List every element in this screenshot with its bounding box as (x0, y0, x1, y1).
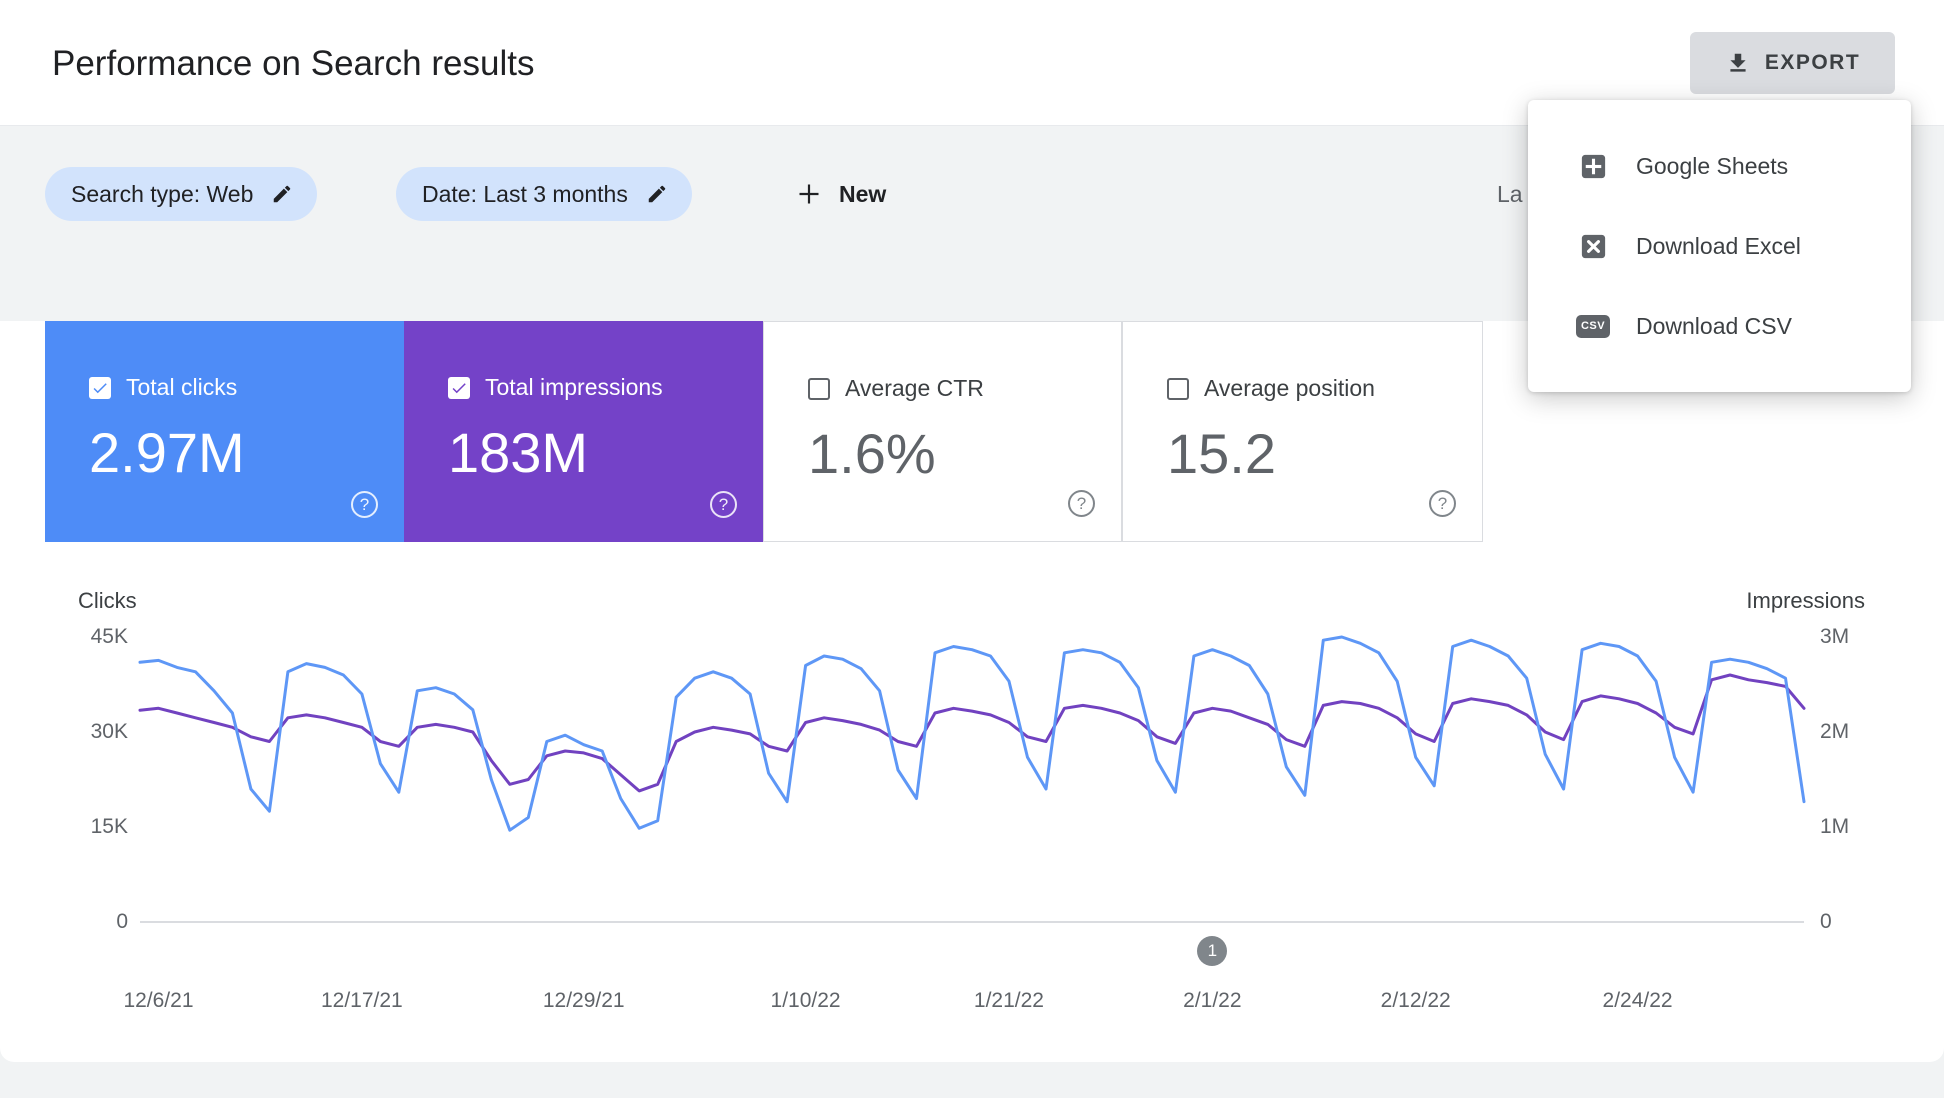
help-icon[interactable]: ? (1068, 490, 1095, 517)
x-axis-tick: 1/10/22 (770, 989, 841, 1012)
menu-item-download-excel[interactable]: Download Excel (1528, 206, 1911, 286)
metric-card-label: Total impressions (485, 374, 663, 400)
chart-line-clicks (138, 635, 1806, 832)
plus-icon (795, 180, 823, 208)
right-axis-title: Impressions (1746, 588, 1865, 613)
new-filter-button-label: New (839, 180, 887, 207)
help-icon[interactable]: ? (1429, 490, 1456, 517)
y-axis-tick-left: 15K (90, 815, 128, 838)
x-axis-tick: 1/21/22 (973, 989, 1044, 1012)
x-axis-tick: 12/17/21 (320, 989, 403, 1012)
annotation-marker-label: 1 (1207, 941, 1218, 960)
metric-card-average-position[interactable]: Average position 15.2 ? (1122, 321, 1483, 542)
export-button[interactable]: EXPORT (1690, 32, 1895, 94)
metric-card-label: Average CTR (845, 375, 984, 401)
left-axis-title: Clicks (78, 588, 137, 613)
performance-chart: Clicks Impressions 1 45K 30K 15K 0 3M 2M 1M 0 12… (0, 560, 1944, 1055)
metric-card-value: 183M (448, 421, 589, 484)
edit-pencil-icon (271, 183, 293, 205)
checked-checkbox-icon[interactable] (448, 376, 470, 399)
chart-line-impressions (138, 673, 1806, 793)
x-axis-tick: 2/24/22 (1602, 989, 1673, 1012)
checked-checkbox-icon[interactable] (89, 376, 111, 399)
menu-item-label: Download Excel (1636, 232, 1801, 259)
y-axis-tick-right: 3M (1820, 625, 1850, 648)
date-range-chip[interactable]: Date: Last 3 months (396, 167, 692, 221)
page-title: Performance on Search results (52, 44, 535, 83)
menu-item-label: Google Sheets (1636, 152, 1789, 179)
y-axis-tick-right: 0 (1820, 910, 1832, 933)
metric-card-label: Total clicks (126, 374, 238, 400)
header-divider (0, 125, 1944, 126)
x-axis-tick: 2/1/22 (1183, 989, 1242, 1012)
unchecked-checkbox-icon[interactable] (1167, 377, 1189, 400)
y-axis-tick-left: 45K (90, 625, 128, 648)
metric-card-label: Average position (1204, 375, 1375, 401)
menu-item-google-sheets[interactable]: Google Sheets (1528, 126, 1911, 206)
search-type-chip-label: Search type: Web (71, 180, 254, 207)
x-axis-tick: 12/6/21 (123, 989, 194, 1012)
metric-card-total-impressions[interactable]: Total impressions 183M ? (404, 321, 763, 542)
x-axis-tick: 2/12/22 (1380, 989, 1451, 1012)
menu-item-download-csv[interactable]: CSV Download CSV (1528, 286, 1911, 366)
metric-card-average-ctr[interactable]: Average CTR 1.6% ? (763, 321, 1122, 542)
last-updated-text-clipped: La (1497, 181, 1523, 207)
date-range-chip-label: Date: Last 3 months (422, 180, 628, 207)
new-filter-button[interactable]: New (795, 167, 886, 221)
export-button-label: EXPORT (1764, 51, 1861, 74)
help-icon[interactable]: ? (351, 491, 378, 518)
metric-card-total-clicks[interactable]: Total clicks 2.97M ? (45, 321, 404, 542)
excel-icon (1576, 229, 1610, 263)
unchecked-checkbox-icon[interactable] (808, 377, 830, 400)
chart-canvas (138, 635, 1806, 923)
edit-pencil-icon (646, 183, 668, 205)
metric-card-value: 15.2 (1167, 422, 1276, 485)
help-icon[interactable]: ? (710, 491, 737, 518)
y-axis-tick-right: 2M (1820, 720, 1850, 743)
search-type-chip[interactable]: Search type: Web (45, 167, 318, 221)
x-axis-tick: 12/29/21 (542, 989, 625, 1012)
y-axis-tick-right: 1M (1820, 815, 1850, 838)
metric-card-value: 1.6% (808, 422, 936, 485)
csv-icon: CSV (1576, 309, 1610, 343)
google-sheets-icon (1576, 149, 1610, 183)
export-menu: Google Sheets Download Excel CSV Downloa… (1528, 100, 1911, 392)
menu-item-label: Download CSV (1636, 312, 1792, 339)
y-axis-tick-left: 0 (116, 910, 128, 933)
csv-icon-text: CSV (1576, 314, 1610, 338)
download-icon (1725, 50, 1751, 76)
y-axis-tick-left: 30K (90, 720, 128, 743)
annotation-marker[interactable]: 1 (1197, 936, 1228, 966)
metric-card-value: 2.97M (89, 421, 245, 484)
